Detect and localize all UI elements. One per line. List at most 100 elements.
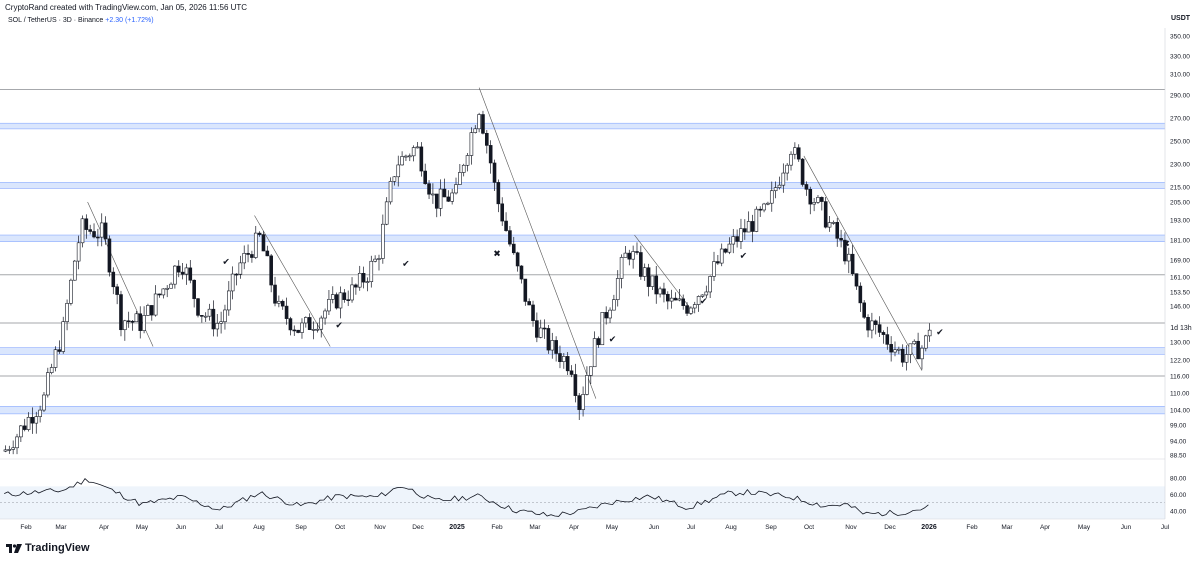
candle-body-down (334, 294, 339, 309)
axes: 350.00 330.00 310.00 290.00 270.00 250.00 230.… (0, 28, 1190, 531)
candle-body-down (342, 292, 347, 300)
candle-body-down (758, 208, 763, 211)
candle-body-down (565, 356, 570, 372)
candle-body-down (681, 298, 686, 306)
candle-body-down (265, 250, 270, 257)
candle-body-up (227, 290, 231, 311)
candle-body-up (461, 164, 466, 173)
price-tick-label: 181.00 (1170, 238, 1190, 245)
candle-body-up (538, 327, 543, 338)
price-tick-label: 193.00 (1170, 218, 1190, 225)
candle-body-up (411, 147, 416, 157)
candle-body-down (508, 230, 512, 245)
candle-body-up (207, 308, 212, 317)
time-tick-label: Dec (884, 524, 896, 531)
symbol-label: SOL / TetherUS · 3D · Binance (8, 17, 104, 24)
time-tick-label: Apr (99, 524, 110, 531)
candle-body-down (569, 370, 574, 375)
price-tick-label: 310.00 (1170, 72, 1190, 79)
candle-body-up (581, 394, 585, 410)
price-tick-label: 130.00 (1170, 340, 1190, 347)
candle-body-up (924, 335, 928, 349)
candle-body-up (704, 291, 709, 296)
candle-body-up (631, 251, 635, 260)
candle-body-up (642, 267, 647, 277)
candle-body-down (22, 425, 27, 430)
price-change: +2.30 (+1.72%) (105, 17, 154, 24)
candle-body-down (188, 267, 193, 281)
candle-body-up (789, 153, 793, 166)
candle-body-down (115, 286, 119, 295)
candle-body-up (769, 190, 774, 204)
candle-body-down (515, 252, 520, 267)
candle-body-down (854, 273, 859, 287)
candle-body-down (92, 231, 96, 238)
candle-body-up (407, 155, 412, 158)
candle-body-up (793, 147, 797, 155)
candle-body-up (658, 288, 662, 295)
symbol-legend[interactable]: SOL / TetherUS · 3D · Binance +2.30 (+1.… (8, 17, 154, 24)
candle-body-down (292, 329, 297, 332)
logo-text: TradingView (25, 542, 90, 554)
time-tick-label: May (136, 524, 149, 531)
candle-body-up (65, 303, 69, 322)
time-tick-label: Nov (374, 524, 386, 531)
candle-body-down (446, 196, 451, 202)
candle-body-down (250, 254, 254, 258)
candle-body-down (126, 320, 131, 323)
candle-body-up (773, 187, 778, 192)
candle-body-down (354, 284, 358, 288)
candle-body-down (546, 328, 551, 351)
price-tick-label: 94.00 (1170, 439, 1187, 446)
time-tick-label: Oct (804, 524, 814, 531)
candle-body-down (750, 221, 755, 232)
candle-body-up (223, 309, 227, 323)
candle-body-up (377, 258, 381, 260)
check-icon: ✔ (402, 259, 410, 269)
candle-body-down (881, 332, 886, 335)
candle-body-up (381, 223, 385, 259)
candle-body-down (280, 300, 285, 307)
price-tick-label: 270.00 (1170, 116, 1190, 123)
time-tick-label: Apr (1040, 524, 1051, 531)
candle-body-down (627, 252, 632, 260)
candle-body-up (99, 222, 104, 238)
candle-body-up (38, 409, 42, 417)
candle-body-down (808, 189, 813, 205)
candle-body-up (454, 184, 458, 194)
candle-body-up (369, 260, 374, 282)
zone-band (0, 123, 1165, 129)
candle-body-up (146, 305, 150, 316)
candle-body-down (196, 298, 200, 316)
candle-body-up (712, 261, 716, 277)
time-tick-label: Aug (725, 524, 737, 531)
candle-body-up (870, 320, 874, 331)
candle-body-up (458, 172, 462, 185)
candle-body-down (577, 395, 582, 410)
candle-body-down (823, 201, 828, 228)
time-tick-label: Sep (295, 524, 307, 531)
candle-body-up (904, 354, 909, 363)
check-icon: ✔ (222, 257, 230, 267)
tradingview-logo[interactable]: TradingView (6, 542, 90, 554)
time-tick-label: Jul (1161, 524, 1170, 531)
candle-body-down (873, 320, 878, 325)
tradingview-logo-icon (6, 543, 22, 553)
candle-body-up (46, 372, 50, 396)
candle-body-down (685, 305, 689, 314)
candle-body-up (26, 416, 31, 430)
trendline (478, 87, 597, 399)
candle-body-down (192, 279, 196, 299)
candle-body-up (739, 228, 743, 242)
candle-body-up (912, 340, 917, 345)
candle-body-up (588, 366, 593, 376)
price-tick-label: 330.00 (1170, 54, 1190, 61)
candle-body-down (485, 133, 489, 146)
candle-body-up (49, 367, 54, 373)
time-tick-label: Jun (176, 524, 187, 531)
candle-body-up (142, 315, 146, 331)
candle-body-down (843, 239, 847, 262)
price-tick-label: 88.50 (1170, 453, 1187, 460)
check-icon: ✔ (335, 321, 343, 331)
